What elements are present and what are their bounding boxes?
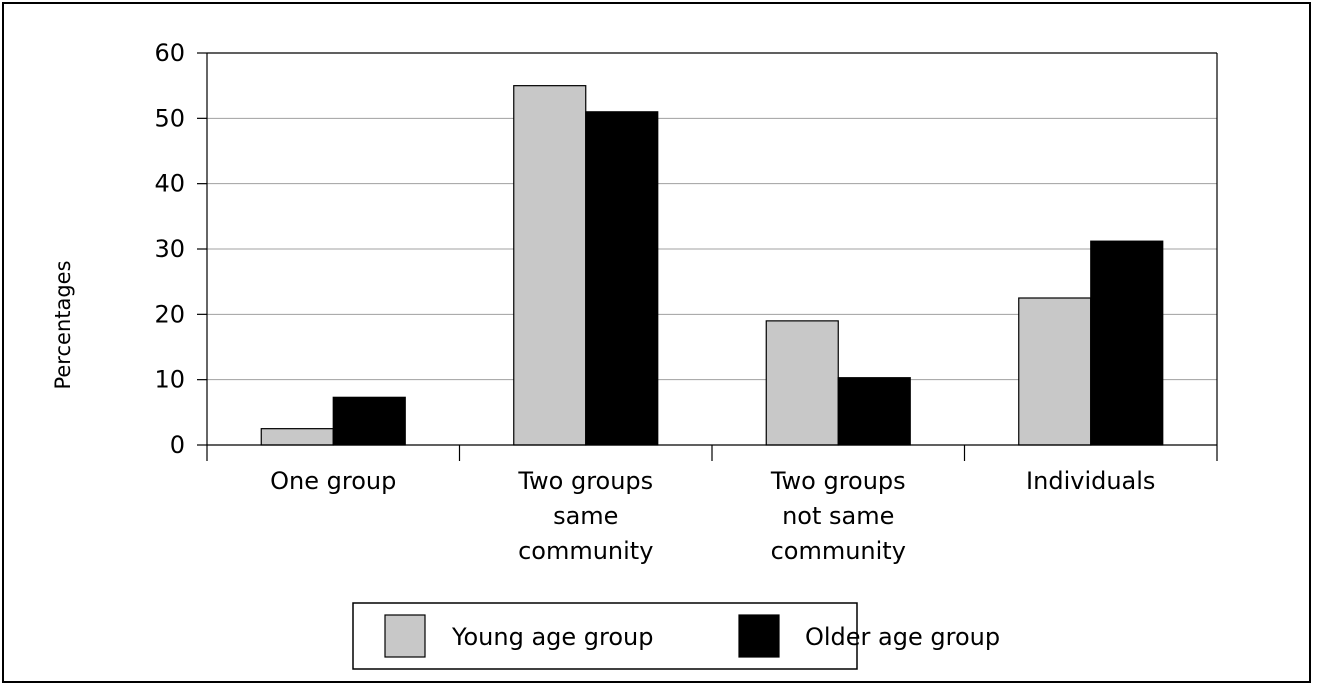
x-category-label: Individuals [1026,467,1155,495]
bar-older-0 [332,396,406,446]
bar-young-3 [1018,297,1092,446]
x-category-label: community [518,537,653,565]
bars [260,85,1164,446]
x-category-label: Two groups [770,467,906,495]
y-tick-label: 30 [154,235,185,263]
legend-label-young: Young age group [451,623,653,651]
y-tick-label: 20 [154,300,185,328]
x-category-label: Two groups [517,467,653,495]
y-tick-label: 0 [170,431,185,459]
bar-young-1 [513,85,587,446]
y-tick-label: 60 [154,39,185,67]
x-category-label: not same [782,502,894,530]
y-tick-label: 10 [154,366,185,394]
y-axis-label: Percentages [51,260,75,389]
bar-older-1 [585,111,659,446]
axes [197,52,1218,461]
y-tick-label: 50 [154,104,185,132]
legend-swatch-older [738,614,780,658]
bar-older-2 [837,377,911,446]
x-category-label: same [553,502,618,530]
legend-label-older: Older age group [805,623,1000,651]
labels: 0 10 20 30 40 50 60 One group Two groups same comm… [154,39,1155,565]
bar-young-2 [765,320,839,446]
y-tick-label: 40 [154,170,185,198]
legend: Young age group Older age group [352,602,1000,670]
bar-older-3 [1090,240,1164,446]
x-category-label: One group [270,467,396,495]
bar-young-0 [260,428,334,446]
legend-swatch-young [384,614,426,658]
x-category-label: community [771,537,906,565]
